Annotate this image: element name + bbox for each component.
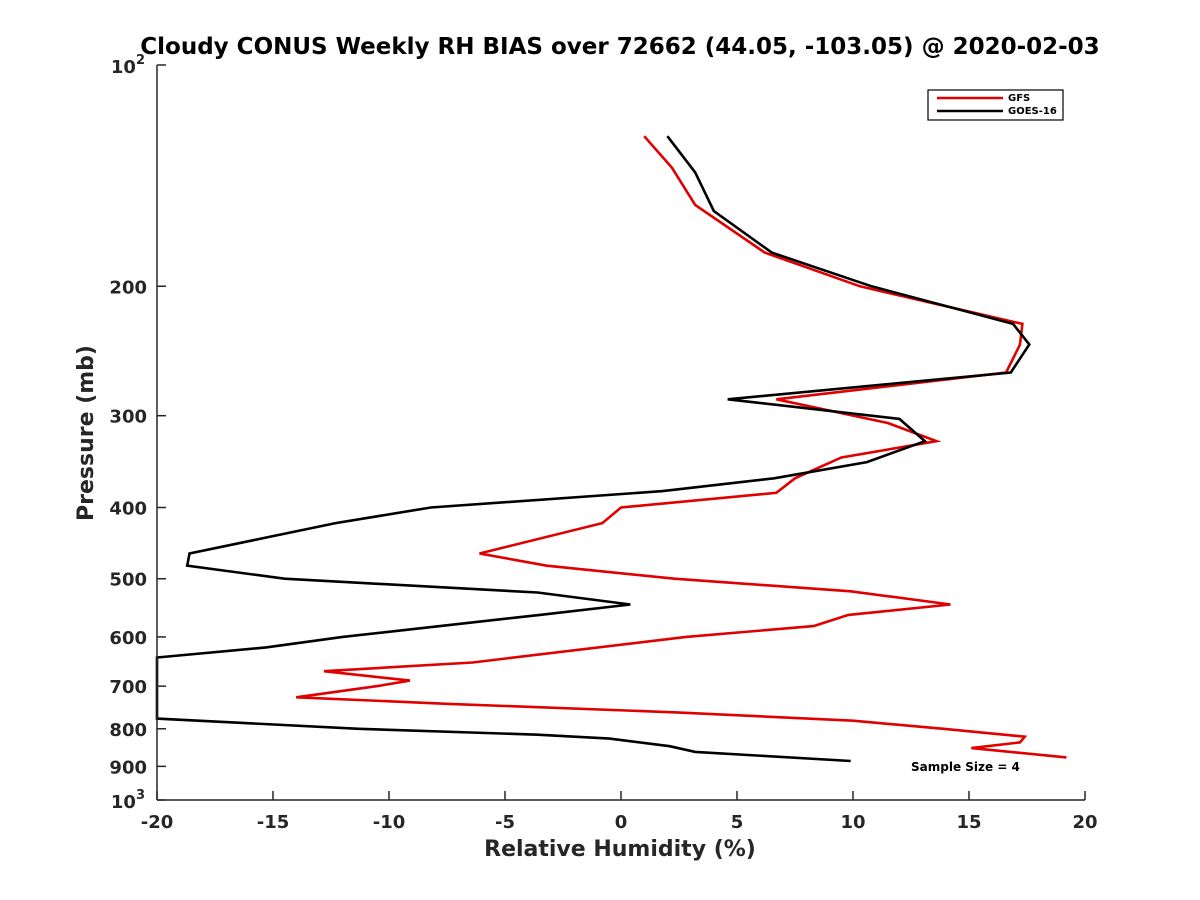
x-tick-label: -10 [373,812,406,833]
x-tick-label: 0 [615,812,628,833]
y-tick-label: 200 [109,277,147,298]
y-tick-label: 500 [109,570,147,591]
x-tick-label: -15 [257,812,290,833]
y-decade-exponent: 3 [136,788,145,803]
chart-title: Cloudy CONUS Weekly RH BIAS over 72662 (… [140,34,1099,60]
y-tick-label: 900 [109,757,147,778]
legend-label-goes16: GOES-16 [1008,106,1057,117]
x-axis-title: Relative Humidity (%) [484,837,756,862]
y-decade-base: 10 [111,792,136,813]
plot-lines [155,135,1067,763]
y-axis-title: Pressure (mb) [74,345,99,521]
y-decade-tick-label: 102 [111,53,145,78]
x-tick-label: 10 [840,812,865,833]
x-ticks: -20 -15 -10 -5 0 5 10 15 20 [141,791,1098,833]
sample-size-annotation: Sample Size = 4 [911,760,1020,774]
y-tick-label: 400 [109,499,147,520]
x-tick-label: -5 [495,812,515,833]
series-line-gfs [296,135,1067,759]
x-tick-label: 15 [956,812,981,833]
y-tick-label: 300 [109,407,147,428]
x-tick-label: 20 [1072,812,1097,833]
y-decade-base: 10 [111,57,136,78]
legend: GFS GOES-16 [927,89,1064,121]
x-tick-label: 5 [731,812,744,833]
y-tick-label: 800 [109,720,147,741]
legend-label-gfs: GFS [1008,93,1030,104]
legend-box [927,89,1064,121]
y-tick-label: 700 [109,677,147,698]
x-tick-label: -20 [141,812,174,833]
y-tick-label: 600 [109,628,147,649]
series-line-goes16 [155,135,1031,763]
y-decade-exponent: 2 [136,53,145,68]
y-decade-tick-label: 103 [111,788,145,813]
